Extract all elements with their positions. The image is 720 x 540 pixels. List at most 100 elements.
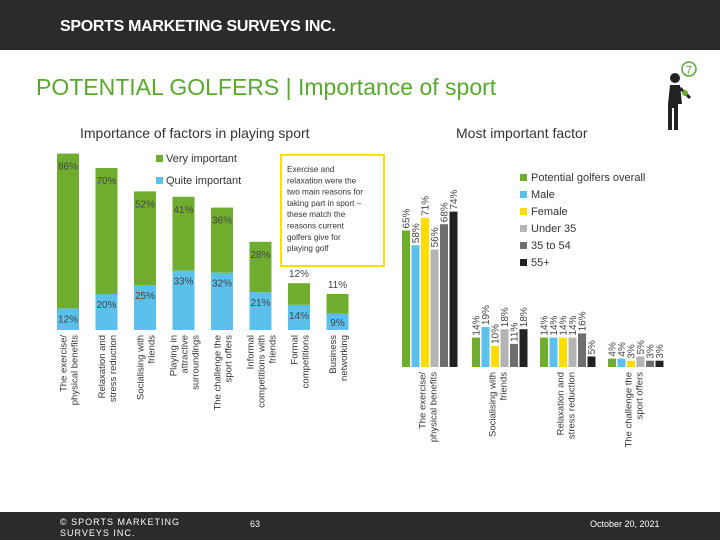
legend-label: Very important [166,153,237,165]
data-label-very-important: 70% [96,176,116,187]
bar-potential-golfers-overall [540,337,548,367]
bar-quite-important [326,313,349,330]
category-label: surroundings [191,335,202,390]
callout-text: Exercise and relaxation were the two main … [287,165,363,253]
data-label-very-important: 36% [212,216,232,227]
bar-very-important [288,283,310,305]
bar-potential-golfers-overall [402,230,410,367]
legend-swatch [520,208,527,215]
grouped-bar-chart: 65%58% 71% 56% 68%74% The exercise/physical … [402,172,667,448]
bar-male [617,358,626,367]
data-label: 19% [481,305,492,325]
page-badge: 7 [686,65,692,77]
data-label-very-important: 11% [328,280,347,291]
bar-female [559,337,567,367]
category-label: Informal [246,335,257,369]
category-label: stress reduction [108,335,119,402]
legend-swatch [156,155,163,162]
legend-label: Under 35 [531,223,576,235]
footer-bar [0,512,720,540]
data-label-quite-important: 32% [212,278,232,289]
bar-male [411,245,420,367]
data-label-quite-important: 12% [58,314,78,325]
bar-quite-important [57,308,79,330]
bar-under-35 [636,356,645,367]
legend-label: Female [531,206,568,218]
bar-female [627,360,635,367]
category-label: The challenge the [624,372,635,448]
category-label: stress reduction [567,372,578,439]
footer-copyright: © SPORTS MARKETING SURVEYS INC. [60,517,180,538]
bar-potential-golfers-overall [608,358,616,367]
golfer-icon: 7 [668,61,697,130]
legend-label: 35 to 54 [531,240,571,252]
data-label: 14% [472,315,483,335]
data-label: 56% [430,227,441,247]
bar-55- [587,356,596,367]
data-label: 5% [636,340,647,355]
bar-35-to-54 [646,360,654,367]
data-label: 74% [449,189,460,209]
legend-swatch [520,225,527,232]
bar-very-important [134,191,156,285]
data-label: 4% [617,342,628,357]
bar-quite-important [249,292,272,330]
data-label-quite-important: 9% [330,318,345,329]
bar-female [491,346,499,367]
category-label: Socialising with [488,372,499,437]
category-label: sport offers [224,335,235,383]
category-label: The exercise/ [59,335,70,392]
legend-swatch [520,191,527,198]
data-label: 68% [440,202,451,222]
bar-very-important [211,207,233,273]
category-label: Relaxation and [97,335,108,398]
bar-quite-important [172,270,195,330]
page-badge-circle [681,61,697,77]
data-label: 14% [549,315,560,335]
category-label: The exercise/ [418,372,429,429]
data-label: 5% [587,340,598,355]
footer-date: October 20, 2021 [590,519,660,529]
data-label-quite-important: 33% [173,277,193,288]
bar-under-35 [500,329,509,367]
data-label: 4% [608,342,619,357]
category-label: Relaxation and [556,372,567,435]
data-label: 71% [421,196,432,216]
bar-under-35 [430,249,439,367]
right-chart-subtitle: Most important factor [456,125,588,141]
legend-label: Male [531,189,555,201]
legend-swatch [520,174,527,181]
category-label: Playing in [169,335,180,376]
category-label: competitions with [257,335,268,408]
data-label-quite-important: 25% [135,291,155,302]
category-label: friends [268,335,279,364]
category-label: physical benefits [70,335,81,405]
category-label: networking [339,335,350,381]
bar-quite-important [134,285,156,330]
bar-quite-important [211,272,233,330]
category-label: Socialising with [136,335,147,400]
bar-male [549,337,558,367]
category-label: The challenge the [213,335,224,411]
data-label: 14% [568,315,579,335]
data-label-very-important: 28% [250,250,270,261]
category-label: attractive [180,335,191,374]
legend-label: Quite important [166,175,241,187]
bar-very-important [172,196,195,271]
bar-35-to-54 [578,333,586,367]
legend-label: Potential golfers overall [531,172,645,184]
bar-35-to-54 [510,343,518,367]
data-label: 18% [519,307,530,327]
bar-very-important [57,153,79,309]
category-label: friends [147,335,158,364]
data-label: 3% [627,344,638,359]
page-title: POTENTIAL GOLFERS | Importance of sport [36,74,497,100]
data-label-quite-important: 14% [289,311,309,322]
bar-35-to-54 [440,224,448,367]
category-label: sport offers [635,372,646,420]
data-label-very-important: 52% [135,199,155,210]
category-label: friends [499,372,510,401]
category-label: competitions [301,335,312,389]
data-label-very-important: 41% [173,205,193,216]
